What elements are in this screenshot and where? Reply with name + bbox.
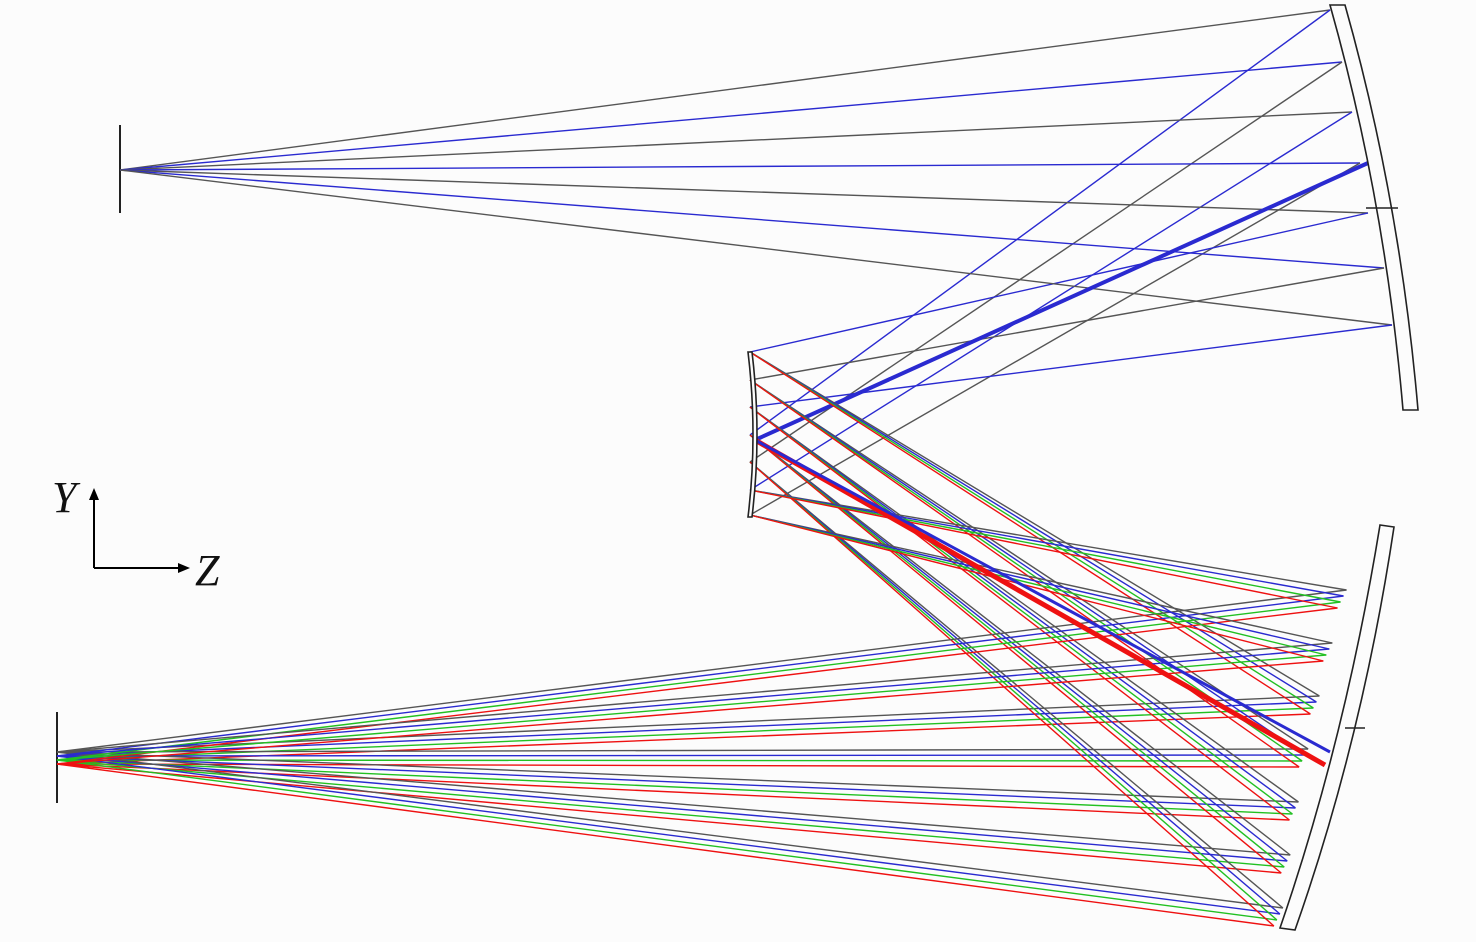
focused-ray xyxy=(56,601,1341,761)
diffracted-ray xyxy=(749,489,1341,603)
diffracted-ray xyxy=(749,406,1290,821)
focused-ray xyxy=(56,595,1344,757)
chief-ray xyxy=(754,161,1369,442)
incident-ray xyxy=(119,9,1331,171)
y-axis-label: Y xyxy=(52,473,77,522)
focused-ray xyxy=(56,755,1288,862)
incident-ray xyxy=(119,61,1343,171)
focused-ray xyxy=(56,755,1281,915)
focused-ray xyxy=(56,759,1278,921)
focused-ray xyxy=(56,751,1284,909)
diffracted-ray xyxy=(749,489,1338,609)
collimated-ray xyxy=(749,324,1393,408)
diffracted-ray xyxy=(749,351,1314,709)
diffraction-grating xyxy=(747,351,758,518)
diffracted-ray xyxy=(749,351,1320,697)
diffracted-ray xyxy=(749,379,1306,756)
diffracted-ray xyxy=(749,514,1327,656)
incident-ray xyxy=(119,162,1361,171)
focused-ray xyxy=(56,755,1296,809)
diffracted-ray xyxy=(749,379,1300,768)
diffracted-ray xyxy=(749,434,1291,856)
focused-ray xyxy=(56,763,1275,927)
diffracted-ray xyxy=(749,379,1309,750)
collimated-ray xyxy=(749,267,1385,381)
diffracted-bundle xyxy=(754,438,1331,754)
diffracted-ray xyxy=(749,489,1344,597)
focused-ray xyxy=(56,648,1330,757)
diffracted-ray xyxy=(749,351,1311,715)
focused-ray xyxy=(56,751,1291,856)
incident-ray xyxy=(119,169,1385,269)
focused-ray xyxy=(56,754,1306,757)
collimated-ray xyxy=(749,9,1331,436)
diffracted-ray xyxy=(749,514,1330,650)
diffracted-ray xyxy=(749,434,1288,862)
focused-ray xyxy=(56,660,1324,765)
y-arrowhead xyxy=(89,488,99,500)
collimated-ray xyxy=(749,61,1343,463)
z-axis-label: Z xyxy=(195,546,220,595)
diffracted-ray xyxy=(749,514,1333,644)
diffracted-ray xyxy=(749,489,1347,591)
collimated-ray xyxy=(749,111,1353,491)
focused-ray xyxy=(56,589,1347,753)
z-arrowhead xyxy=(178,563,190,573)
diffracted-ray xyxy=(749,514,1324,662)
diffracted-ray xyxy=(749,461,1278,921)
focusing-mirror xyxy=(1278,524,1395,931)
collimated-ray xyxy=(749,212,1369,353)
incident-ray xyxy=(119,111,1353,171)
diffracted-bundle xyxy=(753,437,1327,768)
focused-ray xyxy=(56,748,1309,753)
diffracted-ray xyxy=(749,461,1284,909)
focused-ray xyxy=(56,642,1333,753)
diffracted-ray xyxy=(749,406,1293,815)
incident-ray xyxy=(119,169,1393,326)
diffracted-ray xyxy=(749,461,1275,927)
focused-ray xyxy=(56,654,1327,761)
focused-ray xyxy=(56,751,1299,803)
diffracted-ray xyxy=(749,461,1281,915)
incident-ray xyxy=(119,169,1369,214)
diffracted-ray xyxy=(749,351,1317,703)
diffracted-ray xyxy=(749,406,1299,803)
diffracted-ray xyxy=(749,406,1296,809)
focused-ray xyxy=(56,607,1338,765)
focused-ray xyxy=(56,695,1320,753)
collimating-mirror xyxy=(1328,4,1419,411)
collimated-ray xyxy=(749,162,1361,516)
